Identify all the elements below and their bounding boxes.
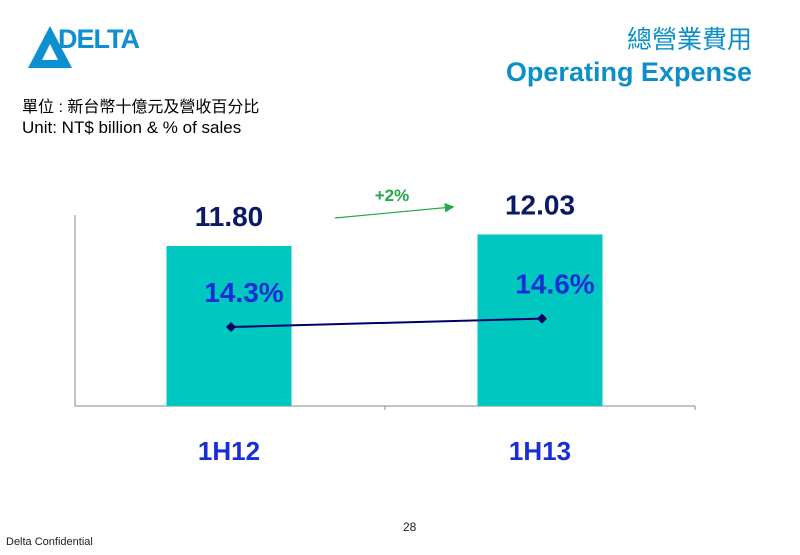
category-label: 1H13	[509, 436, 571, 466]
ratio-label: 14.3%	[204, 277, 283, 308]
ratio-point	[226, 322, 236, 332]
growth-annotation: +2%	[375, 186, 410, 205]
page-title: Operating Expense	[505, 57, 752, 87]
growth-arrow	[334, 202, 455, 219]
bar-value-label: 12.03	[505, 190, 575, 221]
unit-label: Unit: NT$ billion & % of sales	[22, 118, 242, 137]
ratio-label: 14.6%	[515, 269, 594, 300]
ratio-line	[230, 317, 543, 328]
confidential-note: Delta Confidential	[6, 536, 93, 548]
page-number: 28	[403, 520, 417, 534]
unit-label-chinese: 單位 : 新台幣十億元及營收百分比	[22, 99, 260, 116]
logo-text: DELTA	[58, 24, 140, 54]
category-label: 1H12	[198, 436, 260, 466]
page-title-chinese: 總營業費用	[626, 26, 752, 54]
bar-value-label: 11.80	[195, 201, 264, 232]
ratio-point	[537, 313, 547, 324]
delta-logo	[28, 26, 72, 68]
